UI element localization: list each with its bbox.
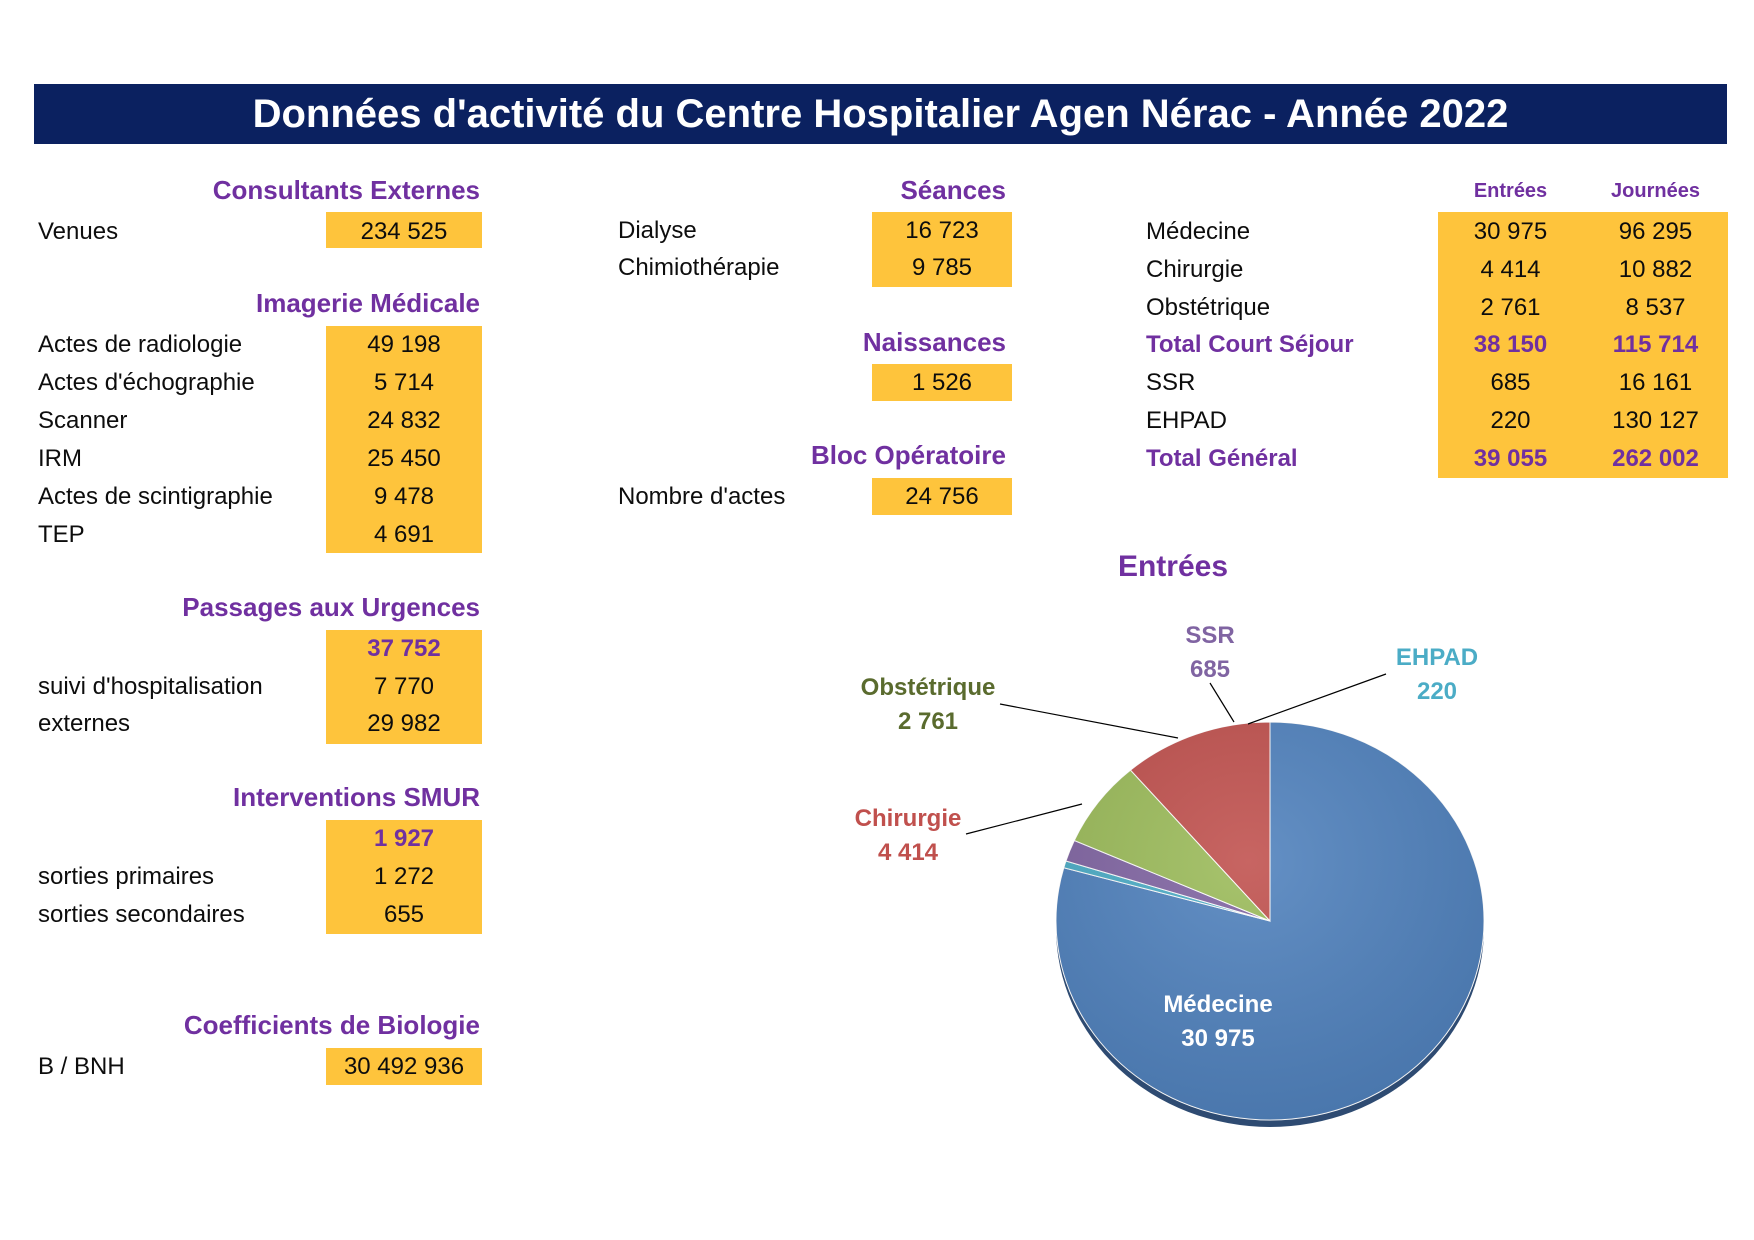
sejour-entrees: 4 414	[1480, 256, 1541, 283]
imagerie-label: Actes de radiologie	[38, 331, 243, 358]
sejour-total-label: Total Court Séjour	[1146, 331, 1354, 358]
pie-shading	[1056, 722, 1484, 1120]
seances-value: 16 723	[905, 217, 979, 244]
imagerie-value: 9 478	[373, 483, 435, 510]
urgences-label: externes	[38, 710, 131, 737]
leader-line-obstétrique	[999, 703, 1179, 739]
smur-label: sorties primaires	[38, 863, 215, 890]
sejour-entrees: 30 975	[1473, 218, 1548, 245]
col-header-entrees: Entrées	[1473, 180, 1548, 202]
sejour-journees: 16 161	[1618, 369, 1693, 396]
urgences-box	[326, 630, 482, 744]
seances-value: 9 785	[911, 254, 973, 281]
imagerie-label: Actes de scintigraphie	[38, 483, 273, 510]
pie-label-name-ehpad: EHPAD	[1396, 644, 1478, 671]
naissances-value: 1 526	[911, 369, 973, 396]
sejour-journees: 130 127	[1612, 407, 1699, 434]
seances-title: Séances	[900, 175, 1006, 205]
imagerie-value: 24 832	[367, 407, 441, 434]
leader-line-ssr	[1209, 682, 1235, 723]
smur-value: 1 272	[373, 863, 435, 890]
consultants-title: Consultants Externes	[212, 175, 480, 205]
sejour-label: EHPAD	[1146, 407, 1227, 434]
sejour-label: SSR	[1146, 369, 1196, 396]
seances-box	[872, 212, 1012, 287]
seances-label: Chimiothérapie	[618, 254, 780, 281]
sejour-label: Obstétrique	[1146, 294, 1271, 321]
smur-total: 1 927	[373, 825, 435, 852]
biologie-value: 30 492 936	[343, 1053, 465, 1080]
naissances-box	[872, 364, 1012, 401]
sejour-total-general-journees: 262 002	[1612, 445, 1699, 472]
smur-value: 655	[383, 901, 425, 928]
sejour-total-journees: 115 714	[1612, 331, 1699, 358]
pie-label-name-obstétrique: Obstétrique	[861, 674, 996, 701]
pie-label-value-obstétrique: 2 761	[898, 708, 958, 735]
imagerie-value: 49 198	[367, 331, 441, 358]
sejours-box	[1438, 212, 1728, 478]
leader-line-chirurgie	[965, 803, 1083, 835]
pie-label-value-médecine: 30 975	[1181, 1025, 1254, 1052]
sejour-entrees: 220	[1490, 407, 1531, 434]
urgences-value: 7 770	[373, 673, 435, 700]
leader-line-ehpad	[1247, 673, 1387, 725]
bloc-title: Bloc Opératoire	[810, 440, 1006, 470]
imagerie-value: 4 691	[373, 521, 435, 548]
sejour-journees: 96 295	[1618, 218, 1693, 245]
imagerie-label: Scanner	[38, 407, 128, 434]
pie-label-value-ehpad: 220	[1417, 678, 1457, 705]
sejour-label: Médecine	[1146, 218, 1251, 245]
pie-label-name-médecine: Médecine	[1163, 991, 1272, 1018]
sejour-total-entrees: 38 150	[1473, 331, 1548, 358]
pie-label-value-ssr: 685	[1190, 656, 1230, 683]
smur-title: Interventions SMUR	[232, 782, 480, 812]
sejour-entrees: 685	[1490, 369, 1531, 396]
smur-box	[326, 820, 482, 934]
sejour-journees: 10 882	[1618, 256, 1693, 283]
smur-label: sorties secondaires	[38, 901, 245, 928]
imagerie-value: 25 450	[367, 445, 441, 472]
urgences-label: suivi d'hospitalisation	[38, 673, 263, 700]
imagerie-title: Imagerie Médicale	[256, 288, 480, 318]
pie-label-name-ssr: SSR	[1185, 622, 1234, 649]
consultants-value: 234 525	[360, 218, 448, 245]
consultants-label: Venues	[38, 218, 119, 245]
imagerie-label: Actes d'échographie	[38, 369, 255, 396]
sejour-entrees: 2 761	[1480, 294, 1541, 321]
bloc-value: 24 756	[905, 483, 979, 510]
naissances-title: Naissances	[862, 327, 1006, 357]
biologie-box	[326, 1048, 482, 1085]
sejour-journees: 8 537	[1625, 294, 1686, 321]
biologie-title: Coefficients de Biologie	[183, 1010, 480, 1040]
urgences-title: Passages aux Urgences	[182, 592, 480, 622]
pie-label-value-chirurgie: 4 414	[878, 839, 939, 866]
imagerie-value: 5 714	[373, 369, 435, 396]
biologie-label: B / BNH	[38, 1053, 125, 1080]
imagerie-label: TEP	[38, 521, 85, 548]
bloc-label: Nombre d'actes	[618, 483, 786, 510]
pie-label-name-chirurgie: Chirurgie	[855, 805, 962, 832]
urgences-value: 29 982	[367, 710, 441, 737]
urgences-total: 37 752	[367, 635, 441, 662]
imagerie-box	[326, 326, 482, 553]
sejour-label: Chirurgie	[1146, 256, 1244, 283]
imagerie-label: IRM	[38, 445, 82, 472]
consultants-box	[326, 212, 482, 248]
page-title: Données d'activité du Centre Hospitalier…	[34, 84, 1727, 144]
sejour-total-general-entrees: 39 055	[1473, 445, 1548, 472]
seances-label: Dialyse	[618, 217, 697, 244]
col-header-journees: Journées	[1611, 180, 1700, 202]
sejour-total-general-label: Total Général	[1146, 445, 1298, 472]
chart-title: Entrées	[1117, 550, 1229, 583]
bloc-box	[872, 478, 1012, 515]
